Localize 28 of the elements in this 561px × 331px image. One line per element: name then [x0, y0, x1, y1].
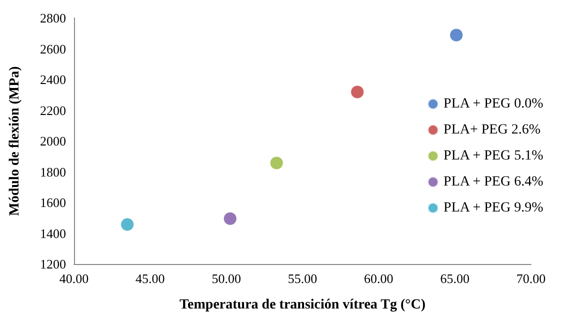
- x-tick-label: 40.00: [59, 271, 89, 286]
- y-tick-label: 2600: [40, 41, 66, 56]
- y-tick-label: 1400: [40, 226, 66, 241]
- y-tick-label: 2400: [40, 72, 66, 87]
- y-tick-label: 2000: [40, 134, 66, 148]
- point: [270, 156, 284, 170]
- point: [120, 218, 134, 232]
- x-tick-label: 65.00: [440, 271, 470, 286]
- x-tick-label: 60.00: [364, 271, 394, 286]
- x-tick-label: 50.00: [212, 271, 241, 286]
- y-axis-title: Módulo de flexión (MPa): [8, 66, 22, 216]
- y-tick-label: 1600: [40, 195, 66, 210]
- legend-label: PLA + PEG 5.1%: [444, 148, 544, 164]
- x-tick-label: 55.00: [288, 271, 318, 286]
- y-tick-label: 1800: [40, 164, 66, 180]
- legend-label: PLA + PEG 0.0%: [444, 96, 544, 112]
- y-tick-label: 2800: [40, 10, 66, 26]
- legend-label: PLA+ PEG 2.6%: [444, 122, 541, 138]
- x-tick-label: 45.00: [136, 271, 165, 286]
- x-axis-title: Temperatura de transición vítrea Tg (°C): [179, 298, 426, 312]
- point: [223, 212, 237, 226]
- point: [450, 28, 464, 42]
- x-tick-label: 70.00: [516, 271, 546, 286]
- y-tick-label: 1200: [40, 256, 66, 272]
- legend-label: PLA + PEG 9.9%: [444, 200, 544, 216]
- legend-label: PLA + PEG 6.4%: [444, 174, 544, 190]
- y-tick-label: 2200: [40, 102, 66, 118]
- point: [350, 85, 364, 99]
